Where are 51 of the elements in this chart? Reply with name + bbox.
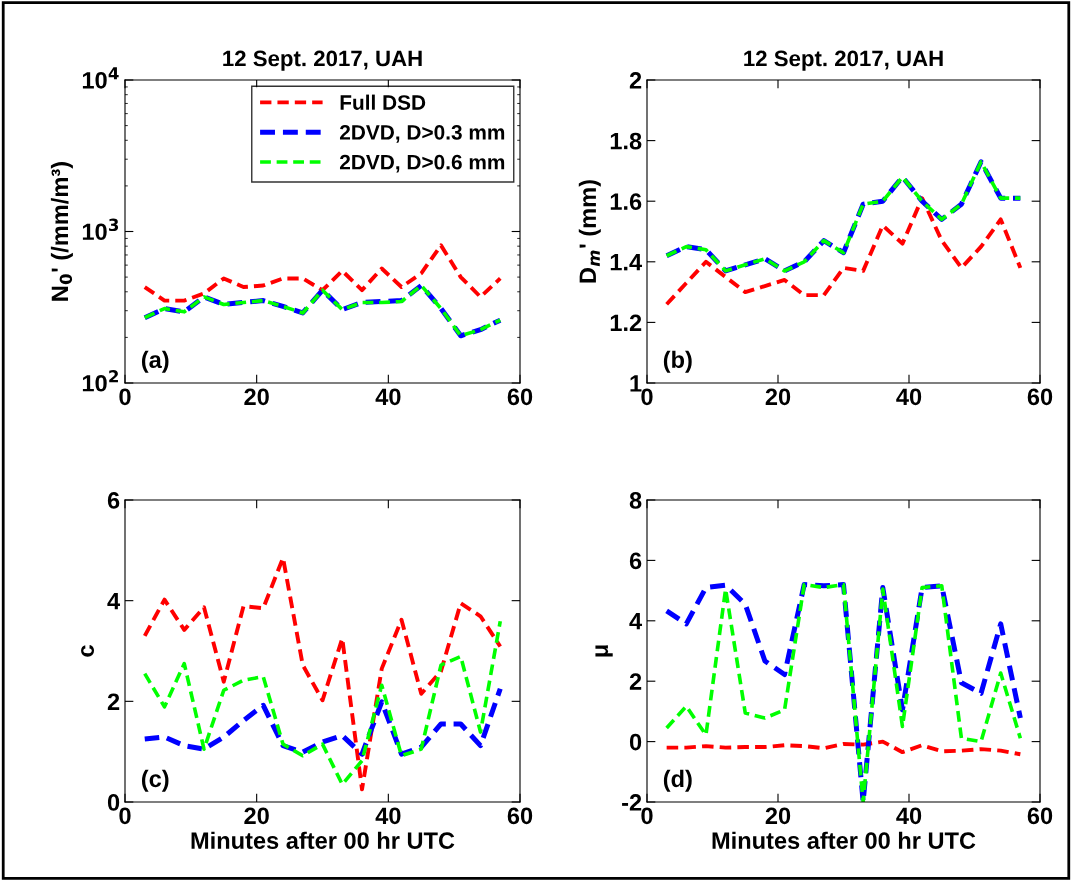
y-tick-label: 1 bbox=[630, 375, 642, 392]
y-tick-label: 1.6 bbox=[610, 193, 642, 210]
annotation: (d) bbox=[663, 769, 692, 792]
x-tick-label: 60 bbox=[1027, 807, 1053, 825]
x-tick-label: 40 bbox=[375, 807, 401, 825]
y-tick-label: 2 bbox=[107, 693, 120, 710]
x-tick-label: 60 bbox=[1027, 388, 1053, 406]
x-tick-label: 40 bbox=[896, 388, 922, 406]
y-tick-label: 4 bbox=[107, 592, 121, 610]
x-axis-title: Minutes after 00 hr UTC bbox=[191, 831, 455, 849]
y-axis-title: c bbox=[81, 645, 95, 657]
x-tick-label: 20 bbox=[244, 807, 269, 825]
annotation: (a) bbox=[141, 350, 169, 373]
line-series bbox=[142, 243, 503, 303]
y-tick-label: 1.4 bbox=[610, 254, 643, 271]
x-axis-title: Minutes after 00 hr UTC bbox=[712, 831, 976, 849]
y-tick-label: 0 bbox=[107, 794, 120, 811]
y-tick-label: 0 bbox=[629, 733, 642, 751]
legend-label: 2DVD, D>0.6 mm bbox=[339, 154, 505, 173]
y-tick-label: 10$^{2}$ bbox=[82, 370, 118, 392]
annotation: (b) bbox=[663, 350, 692, 373]
annotation: (c) bbox=[141, 769, 169, 792]
chart-title: 12 Sept. 2017, UAH bbox=[223, 50, 422, 71]
legend-label: 2DVD, D>0.3 mm bbox=[339, 124, 505, 143]
chart-title: 12 Sept. 2017, UAH bbox=[744, 50, 943, 71]
x-tick-label: 60 bbox=[507, 388, 533, 406]
y-tick-label: 1.8 bbox=[610, 132, 642, 150]
x-tick-label: 20 bbox=[765, 388, 791, 406]
y-axis-title: D$_{m}$' (mm) bbox=[578, 180, 601, 283]
y-tick-label: 10$^{4}$ bbox=[82, 67, 119, 89]
y-tick-label: 8 bbox=[629, 492, 642, 509]
y-tick-label: 1.2 bbox=[610, 314, 642, 331]
line-series bbox=[664, 196, 1023, 307]
legend-label: Full DSD bbox=[340, 94, 426, 110]
x-tick-label: 60 bbox=[507, 807, 533, 825]
x-tick-label: 40 bbox=[896, 807, 922, 825]
y-tick-label: 10$^{3}$ bbox=[82, 218, 119, 241]
y-axis-title: μ bbox=[595, 645, 613, 657]
x-tick-label: 20 bbox=[244, 388, 269, 406]
y-tick-label: 2 bbox=[629, 673, 642, 690]
x-tick-label: 40 bbox=[375, 388, 401, 406]
y-tick-label: 6 bbox=[629, 552, 642, 570]
y-tick-label: 4 bbox=[629, 613, 643, 630]
y-tick-label: -2 bbox=[622, 794, 642, 811]
y-tick-label: 2 bbox=[629, 72, 642, 89]
y-axis-title: N$_{0}$' (/mm/m³) bbox=[50, 162, 73, 301]
x-tick-label: 0 bbox=[119, 388, 131, 406]
x-tick-label: 0 bbox=[119, 807, 131, 825]
x-tick-label: 20 bbox=[765, 807, 791, 825]
line-series bbox=[664, 739, 1023, 757]
y-tick-label: 6 bbox=[107, 492, 120, 509]
